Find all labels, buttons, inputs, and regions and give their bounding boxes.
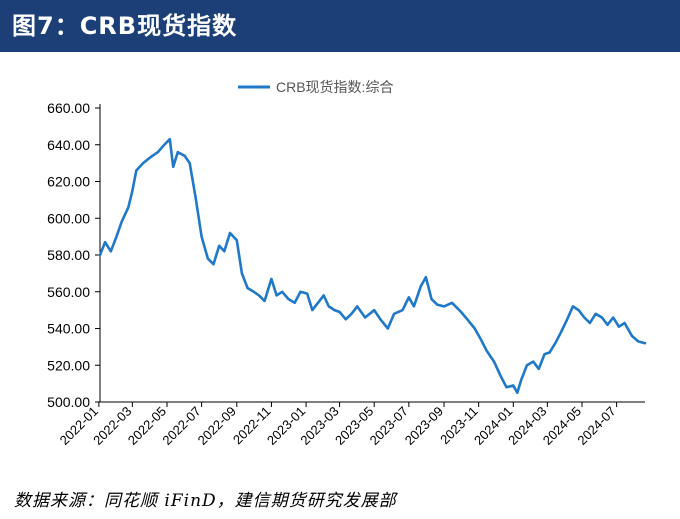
chart-area: CRB现货指数:综合 660.00 640.00 620.00 600.00 580.0… — [0, 52, 680, 482]
y-tick-label: 560.00 — [47, 284, 90, 300]
x-tick-label: 2023-07 — [367, 404, 411, 448]
y-tick-label: 520.00 — [47, 357, 90, 373]
x-tick-label: 2022-07 — [159, 404, 203, 448]
figure-title-banner: 图7：CRB现货指数 — [0, 0, 680, 52]
series-layer — [98, 137, 647, 395]
source-note: 数据来源：同花顺 iFinD，建信期货研究发展部 — [14, 491, 397, 511]
y-tick-label: 600.00 — [47, 210, 90, 226]
x-axis: 2022-012022-032022-052022-072022-092022-… — [57, 401, 645, 448]
y-tick-label: 540.00 — [47, 321, 90, 337]
y-tick-label: 620.00 — [47, 174, 90, 190]
line-chart: CRB现货指数:综合 660.00 640.00 620.00 600.00 580.0… — [47, 79, 647, 448]
legend-label: CRB现货指数:综合 — [276, 79, 393, 95]
y-tick-label: 500.00 — [47, 394, 90, 410]
x-tick-label: 2023-09 — [402, 404, 446, 448]
x-tick-label: 2024-07 — [574, 404, 618, 448]
figure-title: 图7：CRB现货指数 — [12, 12, 238, 40]
x-tick-label: 2022-09 — [195, 404, 239, 448]
y-axis: 660.00 640.00 620.00 600.00 580.00 560.00 540.… — [47, 100, 101, 410]
y-tick-label: 580.00 — [47, 247, 90, 263]
legend: CRB现货指数:综合 — [238, 79, 393, 95]
y-tick-label: 660.00 — [47, 100, 90, 116]
y-tick-label: 640.00 — [47, 137, 90, 153]
series-line — [98, 137, 647, 395]
